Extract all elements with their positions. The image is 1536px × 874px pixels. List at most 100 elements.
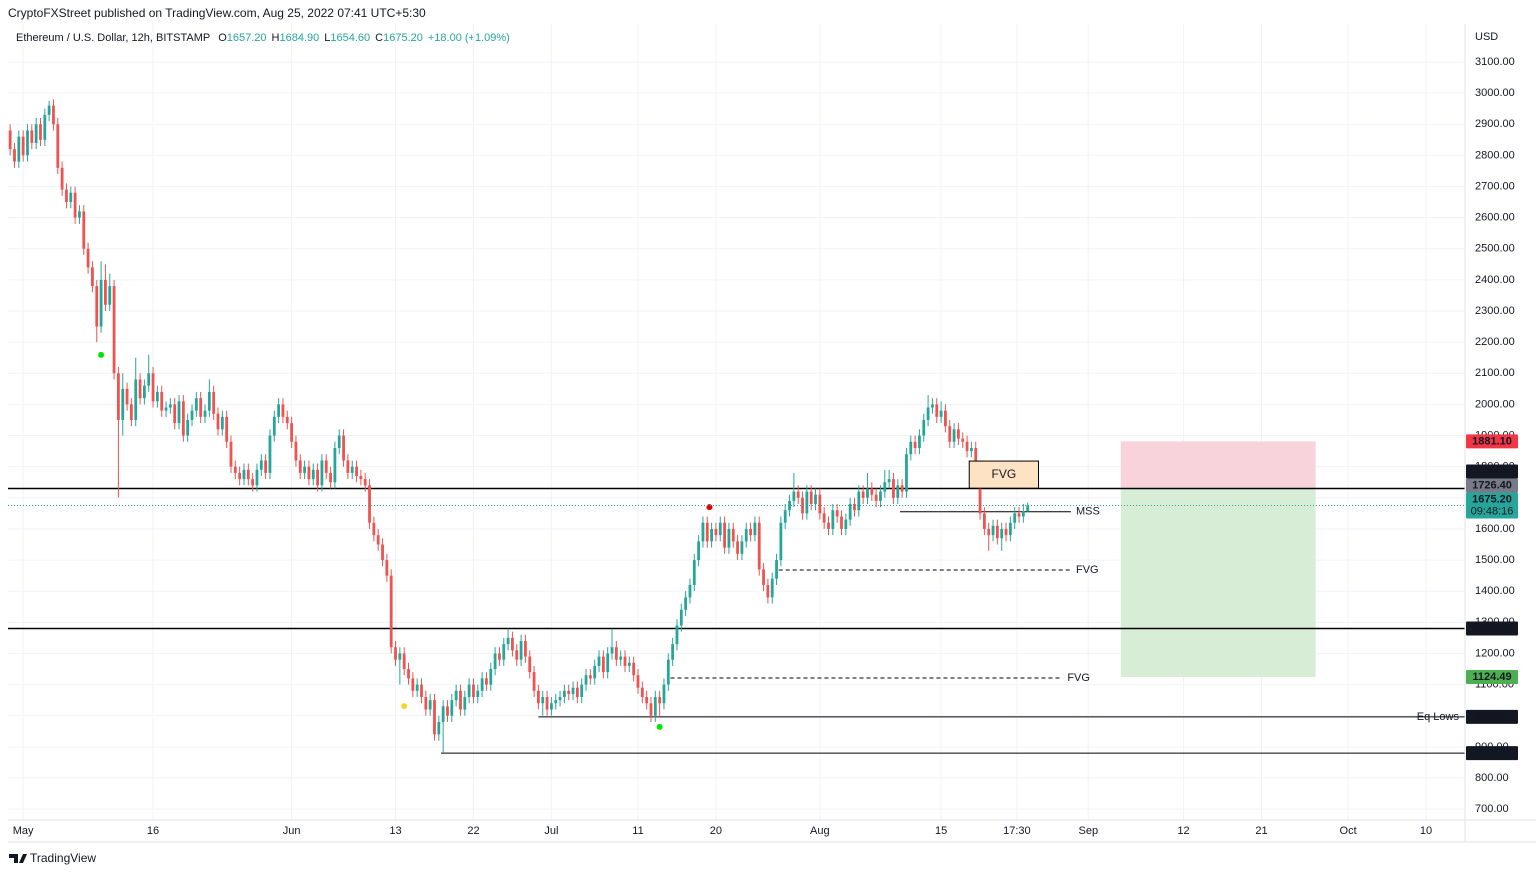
candle-body	[727, 528, 731, 548]
candle-body	[151, 373, 155, 402]
candle-body	[705, 522, 709, 542]
candle-body	[229, 441, 233, 467]
candle-body	[679, 609, 683, 626]
y-tick-label: 2700.00	[1475, 180, 1515, 192]
y-tick-label: 2900.00	[1475, 118, 1515, 130]
y-tick-label: 2400.00	[1475, 274, 1515, 286]
candle-body	[225, 416, 229, 442]
candle-body	[697, 541, 701, 561]
candle-body	[21, 136, 25, 156]
symbol-legend: Ethereum / U.S. Dollar, 12h, BITSTAMP O16…	[16, 32, 510, 44]
candle-body	[17, 136, 21, 162]
candle-body	[13, 149, 16, 162]
candle-body	[931, 404, 934, 408]
price-badge-label: 1280.00	[1472, 622, 1512, 634]
candle-body	[203, 410, 207, 417]
candle-body	[489, 669, 493, 685]
candle-body	[411, 678, 415, 691]
candle-body	[818, 494, 822, 514]
candle-body	[316, 469, 319, 486]
candle-body	[987, 528, 991, 536]
candle-body	[671, 644, 675, 660]
candle-body	[1000, 528, 1004, 539]
candle-body	[982, 513, 986, 529]
signal-dot	[98, 351, 105, 358]
candle-body	[545, 697, 549, 710]
candle-body	[593, 665, 597, 679]
candle-body	[324, 460, 328, 473]
candle-body	[65, 189, 68, 203]
candle-body	[584, 675, 588, 685]
candle-body	[307, 466, 311, 480]
candle-body	[995, 525, 999, 539]
candle-body	[298, 460, 302, 473]
candle-body	[900, 485, 904, 492]
candle-body	[372, 522, 376, 536]
symbol: Ethereum / U.S. Dollar, 12h, BITSTAMP	[16, 32, 210, 44]
candle-body	[610, 647, 614, 654]
candle-body	[8, 130, 12, 150]
candle-body	[272, 416, 276, 436]
candle-body	[627, 662, 631, 666]
candle-body	[796, 491, 800, 498]
candle-body	[476, 690, 480, 698]
candle-body	[740, 541, 744, 554]
price-badge	[1466, 492, 1518, 519]
candle-body	[220, 416, 224, 430]
candle-body	[640, 687, 644, 698]
candle-body	[524, 641, 527, 657]
x-tick-label: 17:30	[1003, 825, 1031, 837]
candle-body	[519, 641, 523, 660]
candle-body	[744, 528, 748, 542]
candle-body	[528, 656, 532, 673]
candle-body	[181, 401, 185, 436]
candle-body	[939, 410, 943, 417]
candle-body	[541, 697, 545, 704]
candle-body	[441, 706, 445, 722]
candle-body	[978, 466, 982, 514]
candle-body	[73, 192, 77, 218]
candle-body	[368, 485, 371, 523]
ohlc-value: 1657.20	[227, 32, 267, 44]
candle-body	[199, 398, 203, 417]
candle-body	[69, 192, 73, 203]
y-tick-label: 1400.00	[1475, 585, 1515, 597]
price-badge	[1466, 709, 1518, 724]
level-label: Eq Lows	[1417, 711, 1460, 723]
candle-body	[658, 697, 662, 704]
y-tick-label: 2200.00	[1475, 336, 1515, 348]
candle-body	[359, 476, 363, 480]
candle-body	[190, 410, 194, 420]
candle-body	[606, 653, 610, 673]
candle-body	[645, 697, 649, 704]
price-badge	[1466, 478, 1518, 493]
countdown: 09:48:16	[1471, 505, 1514, 517]
published-note: CryptoFXStreet published on TradingView.…	[8, 6, 426, 20]
candle-body	[1004, 528, 1008, 536]
ohlc-label: O	[218, 32, 227, 44]
candle-body	[402, 653, 406, 670]
candle-body	[649, 703, 653, 716]
candle-body	[207, 391, 211, 411]
ohlc-value: 1654.60	[330, 32, 370, 44]
y-tick-label: 2500.00	[1475, 243, 1515, 255]
candle-body	[666, 659, 670, 685]
candle-body	[736, 541, 739, 554]
change: +18.00 (+1.09%)	[428, 32, 510, 44]
candle-body	[26, 130, 29, 156]
candle-body	[99, 279, 103, 327]
candle-body	[424, 697, 428, 710]
candle-body	[320, 460, 324, 486]
currency: USD	[1475, 31, 1498, 43]
candle-body	[130, 404, 133, 420]
candle-body	[350, 466, 354, 473]
candle-body	[688, 584, 692, 598]
candle-body	[775, 560, 778, 579]
y-tick-label: 800.00	[1475, 772, 1509, 784]
candle-body	[1017, 513, 1021, 517]
candle-body	[822, 513, 826, 523]
y-tick-label: 1600.00	[1475, 523, 1515, 535]
price-badge-label: 1881.10	[1472, 435, 1512, 447]
candle-body	[805, 491, 809, 514]
